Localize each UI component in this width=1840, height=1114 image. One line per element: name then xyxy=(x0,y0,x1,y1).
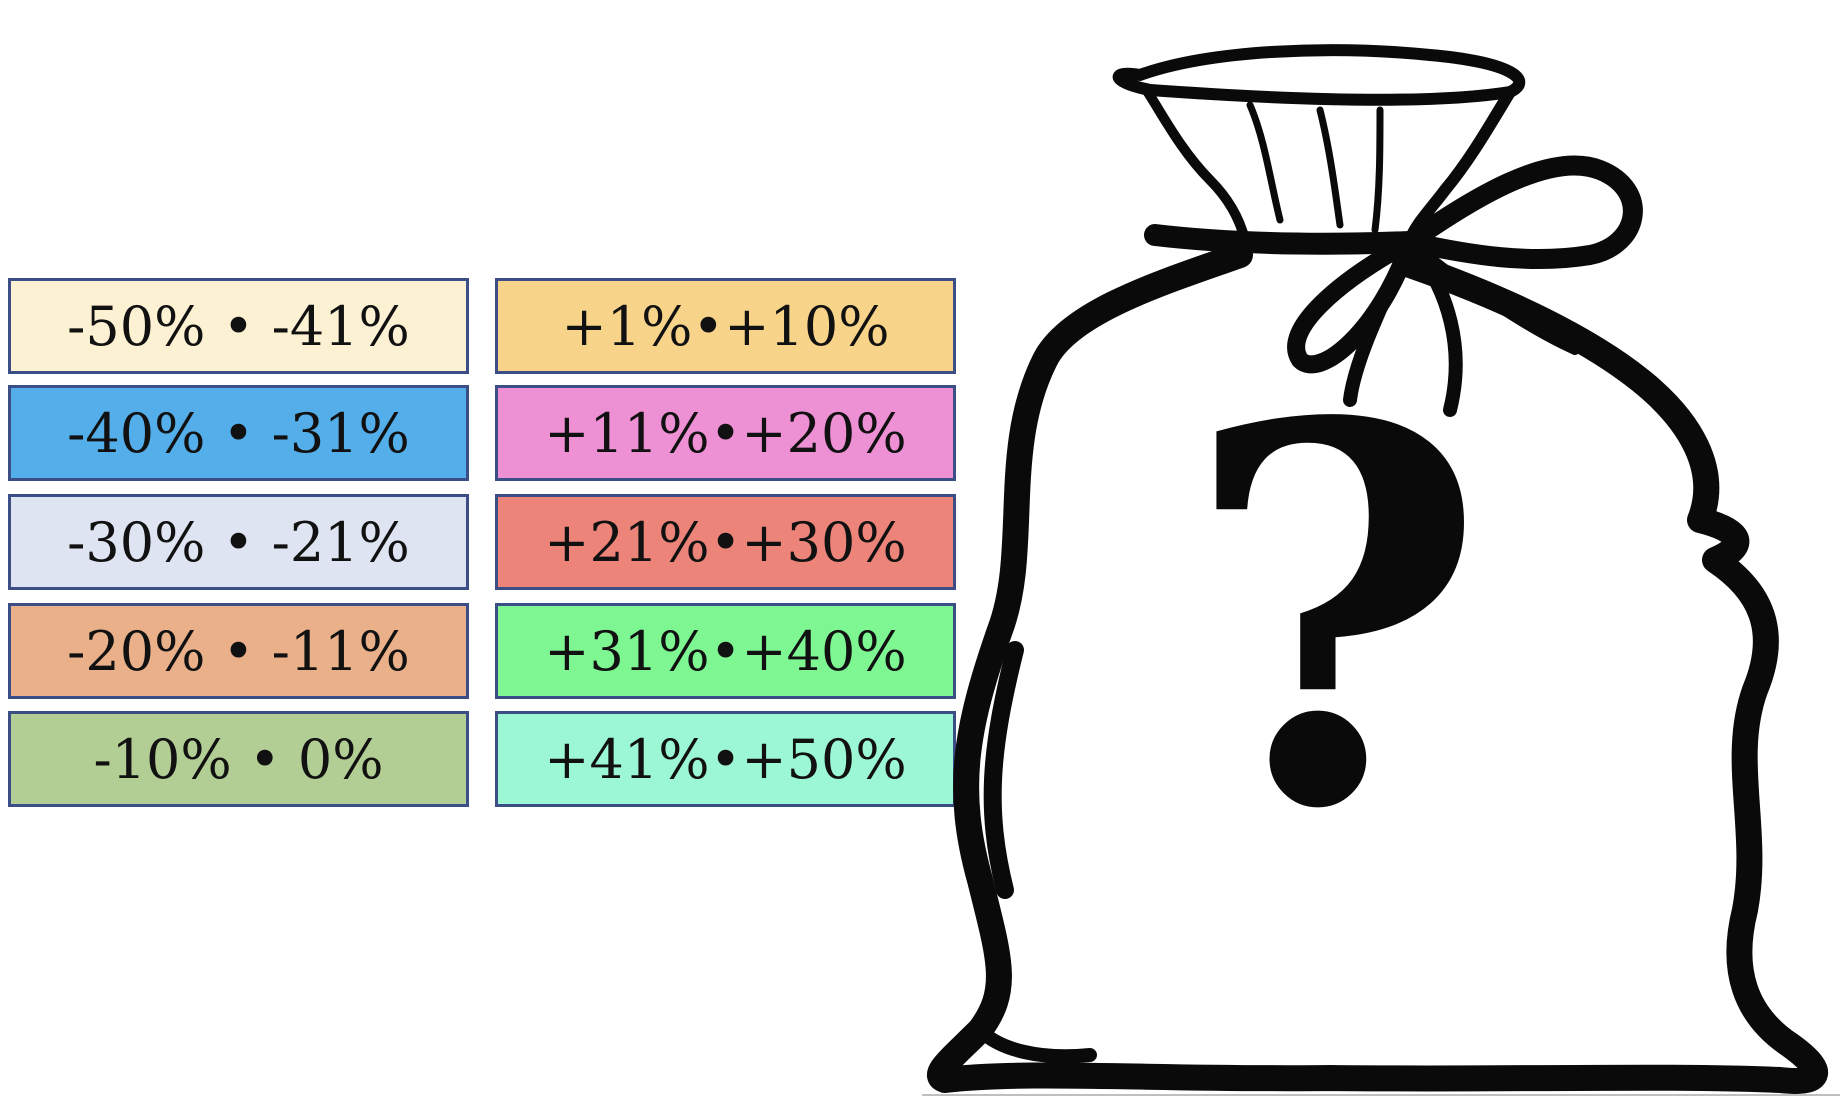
range-tile-pos41-pos50: +41%•+50% xyxy=(495,711,956,807)
range-tile-pos11-pos20: +11%•+20% xyxy=(495,385,956,481)
range-tile-pos1-pos10: +1%•+10% xyxy=(495,278,956,374)
range-tile-neg20-neg11: -20% • -11% xyxy=(8,603,469,699)
range-tile-neg30-neg21: -30% • -21% xyxy=(8,494,469,590)
range-tile-neg40-neg31: -40% • -31% xyxy=(8,385,469,481)
range-tile-pos31-pos40: +31%•+40% xyxy=(495,603,956,699)
ground-line xyxy=(922,1094,1840,1096)
range-tile-neg10-0: -10% • 0% xyxy=(8,711,469,807)
range-tile-neg50-neg41: -50% • -41% xyxy=(8,278,469,374)
mystery-bag-illustration: ? xyxy=(927,44,1828,1094)
question-mark-symbol: ? xyxy=(1183,312,1488,923)
range-tile-pos21-pos30: +21%•+30% xyxy=(495,494,956,590)
